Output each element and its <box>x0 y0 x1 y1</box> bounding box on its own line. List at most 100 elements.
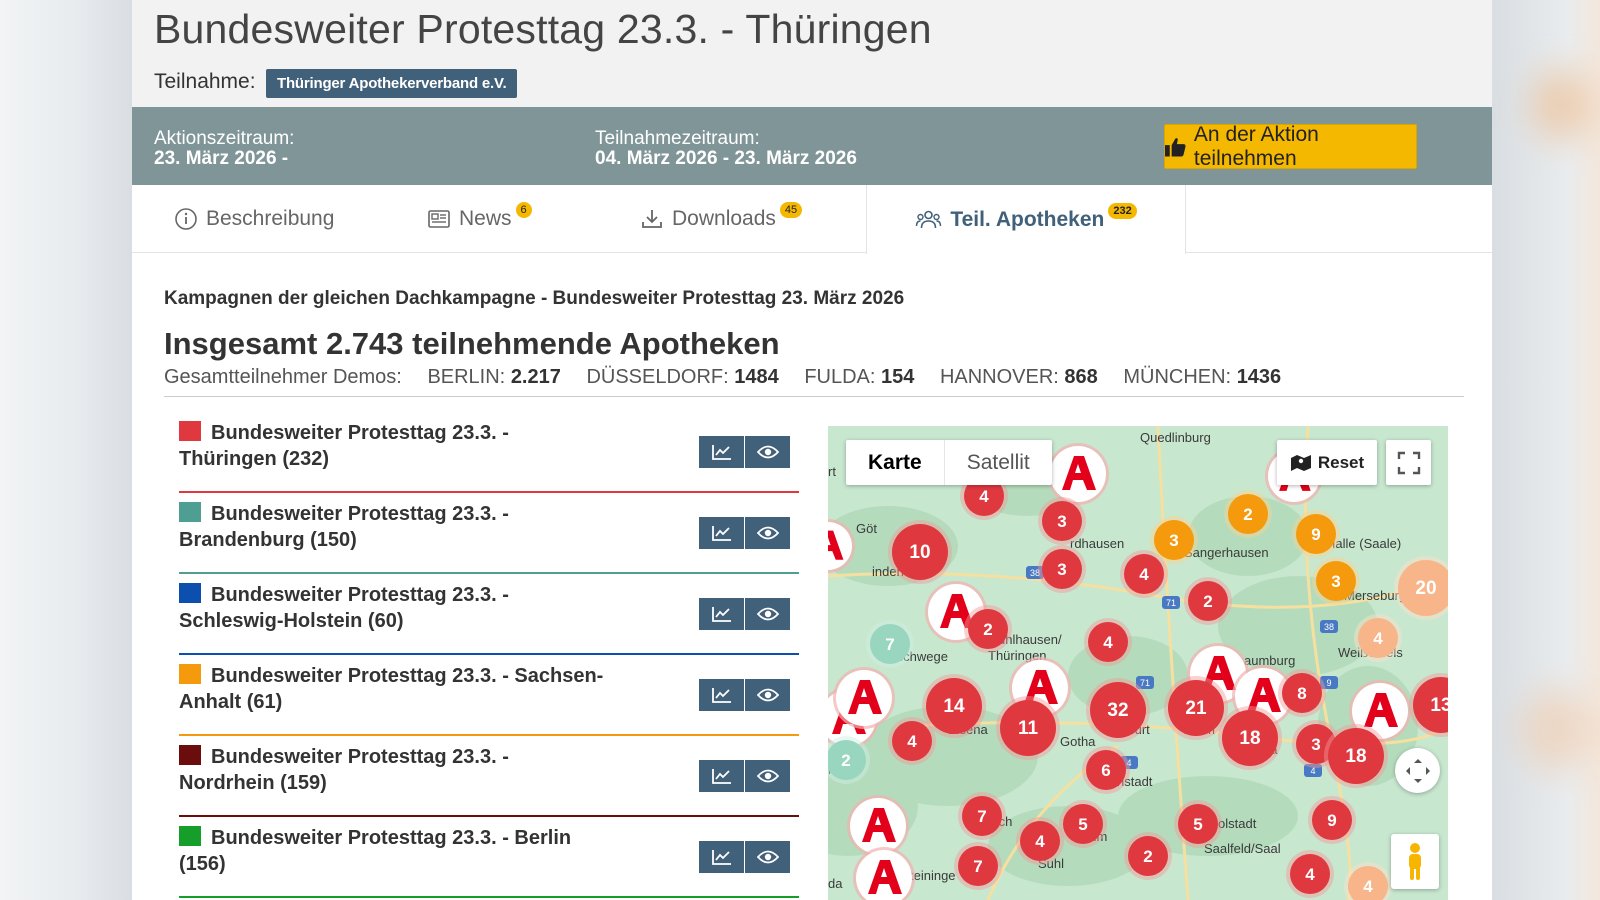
map-graphic: 4 <box>907 732 917 751</box>
view-button[interactable] <box>745 598 790 630</box>
map-cluster-marker[interactable]: 9 <box>1292 510 1340 558</box>
map-cluster-marker[interactable]: 2 <box>1184 577 1232 625</box>
campaign-name[interactable]: Bundesweiter Protesttag 23.3. - Nordrhein… <box>179 745 509 794</box>
map-cluster-marker[interactable]: 6 <box>1082 746 1130 794</box>
map-cluster-marker[interactable]: 20 <box>1394 556 1448 620</box>
chart-button[interactable] <box>699 436 744 468</box>
view-button[interactable] <box>745 517 790 549</box>
map-place-label: rt <box>828 464 836 479</box>
map-graphic <box>1168 680 1224 736</box>
pharmacy-marker[interactable] <box>1349 680 1411 742</box>
pharmacy-marker[interactable] <box>853 847 915 900</box>
map-place-label: Saalfeld/Saal <box>1204 841 1281 856</box>
map-cluster-marker[interactable]: 4 <box>1084 618 1132 666</box>
map-cluster-marker[interactable]: 14 <box>922 674 986 738</box>
map-cluster-marker[interactable]: 2 <box>964 605 1012 653</box>
map-type-karte[interactable]: Karte <box>868 451 922 474</box>
map-place-label: olstadt <box>1218 816 1257 831</box>
map-cluster-marker[interactable]: 5 <box>1174 800 1222 848</box>
map-graphic <box>1296 514 1336 554</box>
pharmacy-marker[interactable] <box>828 519 855 573</box>
map-cluster-marker[interactable]: 4 <box>1344 862 1392 900</box>
tab-teil-apotheken[interactable]: Teil. Apotheken 232 <box>866 185 1186 254</box>
pharmacy-marker[interactable] <box>847 795 909 857</box>
map-place-label: rdhausen <box>1070 536 1124 551</box>
forest-area <box>1188 496 1308 576</box>
map-cluster-marker[interactable]: 4 <box>1120 550 1168 598</box>
download-icon <box>642 210 662 228</box>
map-pan-button[interactable] <box>1395 748 1440 793</box>
campaign-name[interactable]: Bundesweiter Protesttag 23.3. - Sachsen-… <box>179 664 604 713</box>
map-graphic <box>1413 677 1448 733</box>
chart-button[interactable] <box>699 760 744 792</box>
chart-button[interactable] <box>699 517 744 549</box>
tab-news[interactable]: News 6 <box>427 185 532 253</box>
map-cluster-marker[interactable]: 8 <box>1278 669 1326 717</box>
map-reset-button[interactable]: Reset <box>1277 440 1377 485</box>
view-button[interactable] <box>745 760 790 792</box>
map-cluster-marker[interactable]: 13 <box>1409 673 1448 737</box>
map-graphic <box>1188 581 1228 621</box>
road-shield <box>1320 620 1338 633</box>
apotheke-a-icon <box>1247 678 1281 712</box>
map-graphic <box>968 609 1008 649</box>
map-cluster-marker[interactable]: 3 <box>1038 497 1086 545</box>
map-cluster-marker[interactable]: 3 <box>1150 516 1198 564</box>
map-cluster-marker[interactable]: 4 <box>888 717 936 765</box>
map-cluster-marker[interactable]: 21 <box>1164 676 1228 740</box>
news-icon <box>428 210 450 228</box>
apotheke-a-icon <box>940 594 974 628</box>
map-cluster-marker[interactable]: 18 <box>1218 706 1282 770</box>
map-cluster-marker[interactable]: 10 <box>888 520 952 584</box>
campaign-color-swatch <box>179 664 201 684</box>
campaign-actions <box>699 598 790 630</box>
map-cluster-marker[interactable]: 11 <box>996 696 1060 760</box>
map-type-satellit[interactable]: Satellit <box>943 440 1052 485</box>
map-graphic <box>1282 673 1322 713</box>
map-cluster-marker[interactable]: 5 <box>1059 800 1107 848</box>
campaign-name[interactable]: Bundesweiter Protesttag 23.3. - Berlin (1… <box>179 826 572 875</box>
map-cluster-marker[interactable]: 7 <box>954 842 1002 890</box>
campaign-name[interactable]: Bundesweiter Protesttag 23.3. - Schleswig… <box>179 583 509 632</box>
participation-org-badge[interactable]: Thüringer Apothekerverband e.V. <box>266 69 518 98</box>
chart-button[interactable] <box>699 841 744 873</box>
campaign-name[interactable]: Bundesweiter Protesttag 23.3. - Thüringen… <box>179 421 509 470</box>
view-button[interactable] <box>745 841 790 873</box>
pegman-icon <box>1409 842 1421 880</box>
map-cluster-marker[interactable]: 3 <box>1312 557 1360 605</box>
campaign-name[interactable]: Bundesweiter Protesttag 23.3. - Brandenbu… <box>179 502 509 551</box>
campaign-actions <box>699 679 790 711</box>
map-cluster-marker[interactable]: 4 <box>1354 614 1402 662</box>
view-button[interactable] <box>745 679 790 711</box>
map-cluster-marker[interactable]: 2 <box>1124 832 1172 880</box>
tab-downloads[interactable]: Downloads 45 <box>640 185 803 253</box>
street-view-pegman[interactable] <box>1391 834 1439 889</box>
chart-button[interactable] <box>699 598 744 630</box>
map-cluster-marker[interactable]: 7 <box>866 620 914 668</box>
tab-beschreibung[interactable]: Beschreibung <box>174 185 334 253</box>
join-action-label: An der Aktion teilnehmen <box>1193 122 1319 170</box>
map-cluster-marker[interactable]: 32 <box>1086 678 1150 742</box>
fullscreen-button[interactable] <box>1386 440 1431 485</box>
pharmacy-marker[interactable] <box>1047 443 1109 505</box>
road-shield <box>1136 676 1154 689</box>
map-cluster-marker[interactable]: 2 <box>828 736 870 784</box>
map-graphic <box>1228 494 1268 534</box>
map-cluster-marker[interactable]: 4 <box>1016 817 1064 865</box>
map-cluster-marker[interactable]: 2 <box>1224 490 1272 538</box>
map-cluster-marker[interactable]: 4 <box>1286 850 1334 898</box>
chart-button[interactable] <box>699 679 744 711</box>
view-button[interactable] <box>745 436 790 468</box>
map-cluster-marker[interactable]: 3 <box>1038 545 1086 593</box>
map[interactable]: Quedlinburg Göt rdhausen Sangerhausen Halle … <box>828 426 1448 900</box>
map-cluster-marker[interactable]: 7 <box>958 792 1006 840</box>
join-action-button[interactable]: An der Aktion teilnehmen <box>1164 122 1417 170</box>
chart-icon <box>711 769 731 784</box>
map-cluster-marker[interactable]: 18 <box>1324 724 1388 788</box>
map-cluster-marker[interactable]: 9 <box>1308 796 1356 844</box>
action-period-label: Aktionszeitraum: <box>154 128 295 149</box>
map-canvas[interactable]: Quedlinburg Göt rdhausen Sangerhausen Halle … <box>828 426 1448 900</box>
pharmacy-marker[interactable] <box>833 667 895 729</box>
demo-totals: Gesamtteilnehmer Demos: BERLIN: 2.217 DÜ… <box>164 366 1281 389</box>
participation-period-value: 04. März 2026 - 23. März 2026 <box>595 148 857 169</box>
